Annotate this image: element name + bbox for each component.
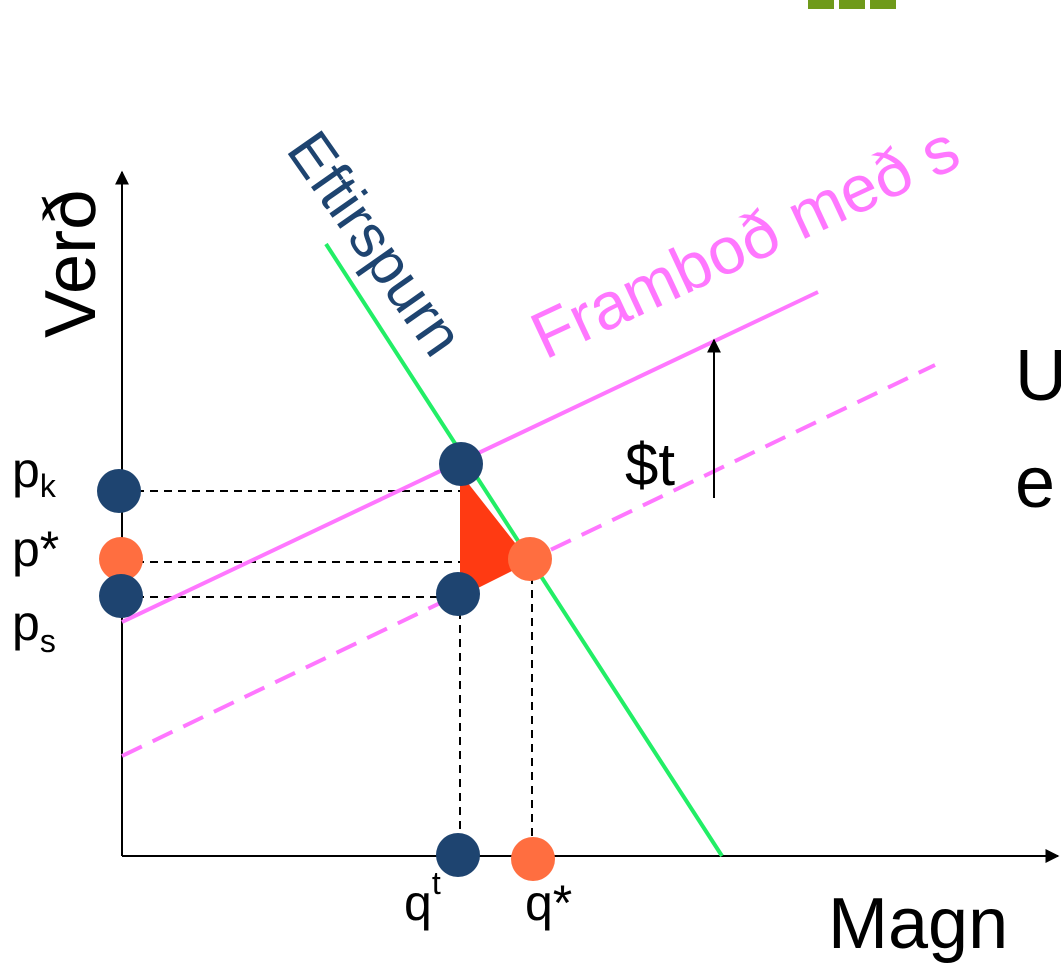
price-label-pstar: p* — [12, 521, 59, 577]
point-pstar-axis — [99, 537, 143, 581]
y-axis-title: Verð — [31, 190, 111, 338]
tax-label: $t — [625, 431, 675, 498]
quantity-label-qstar: q* — [525, 875, 572, 931]
price-label-ps: ps — [12, 595, 56, 659]
right-text-line2: e — [1015, 443, 1055, 523]
quantity-label-qt: qt — [404, 865, 441, 931]
price-label-pk: pk — [12, 442, 57, 504]
x-axis-title: Magn — [828, 884, 1008, 964]
points — [97, 442, 555, 881]
point-qstar-axis — [511, 837, 555, 881]
point-ps-axis — [99, 574, 143, 618]
right-text-line1: U — [1015, 336, 1061, 416]
point-pk-axis — [97, 469, 141, 513]
point-ps-equilibrium — [436, 572, 480, 616]
guide-lines — [122, 490, 533, 856]
point-qt-axis — [436, 833, 480, 877]
logo-fragment — [808, 0, 896, 9]
demand-label: Eftirspurn — [274, 119, 476, 368]
supply-tax-label: Framboð með s — [520, 110, 970, 372]
point-original-equilibrium — [508, 537, 552, 581]
point-pk-equilibrium — [439, 442, 483, 486]
